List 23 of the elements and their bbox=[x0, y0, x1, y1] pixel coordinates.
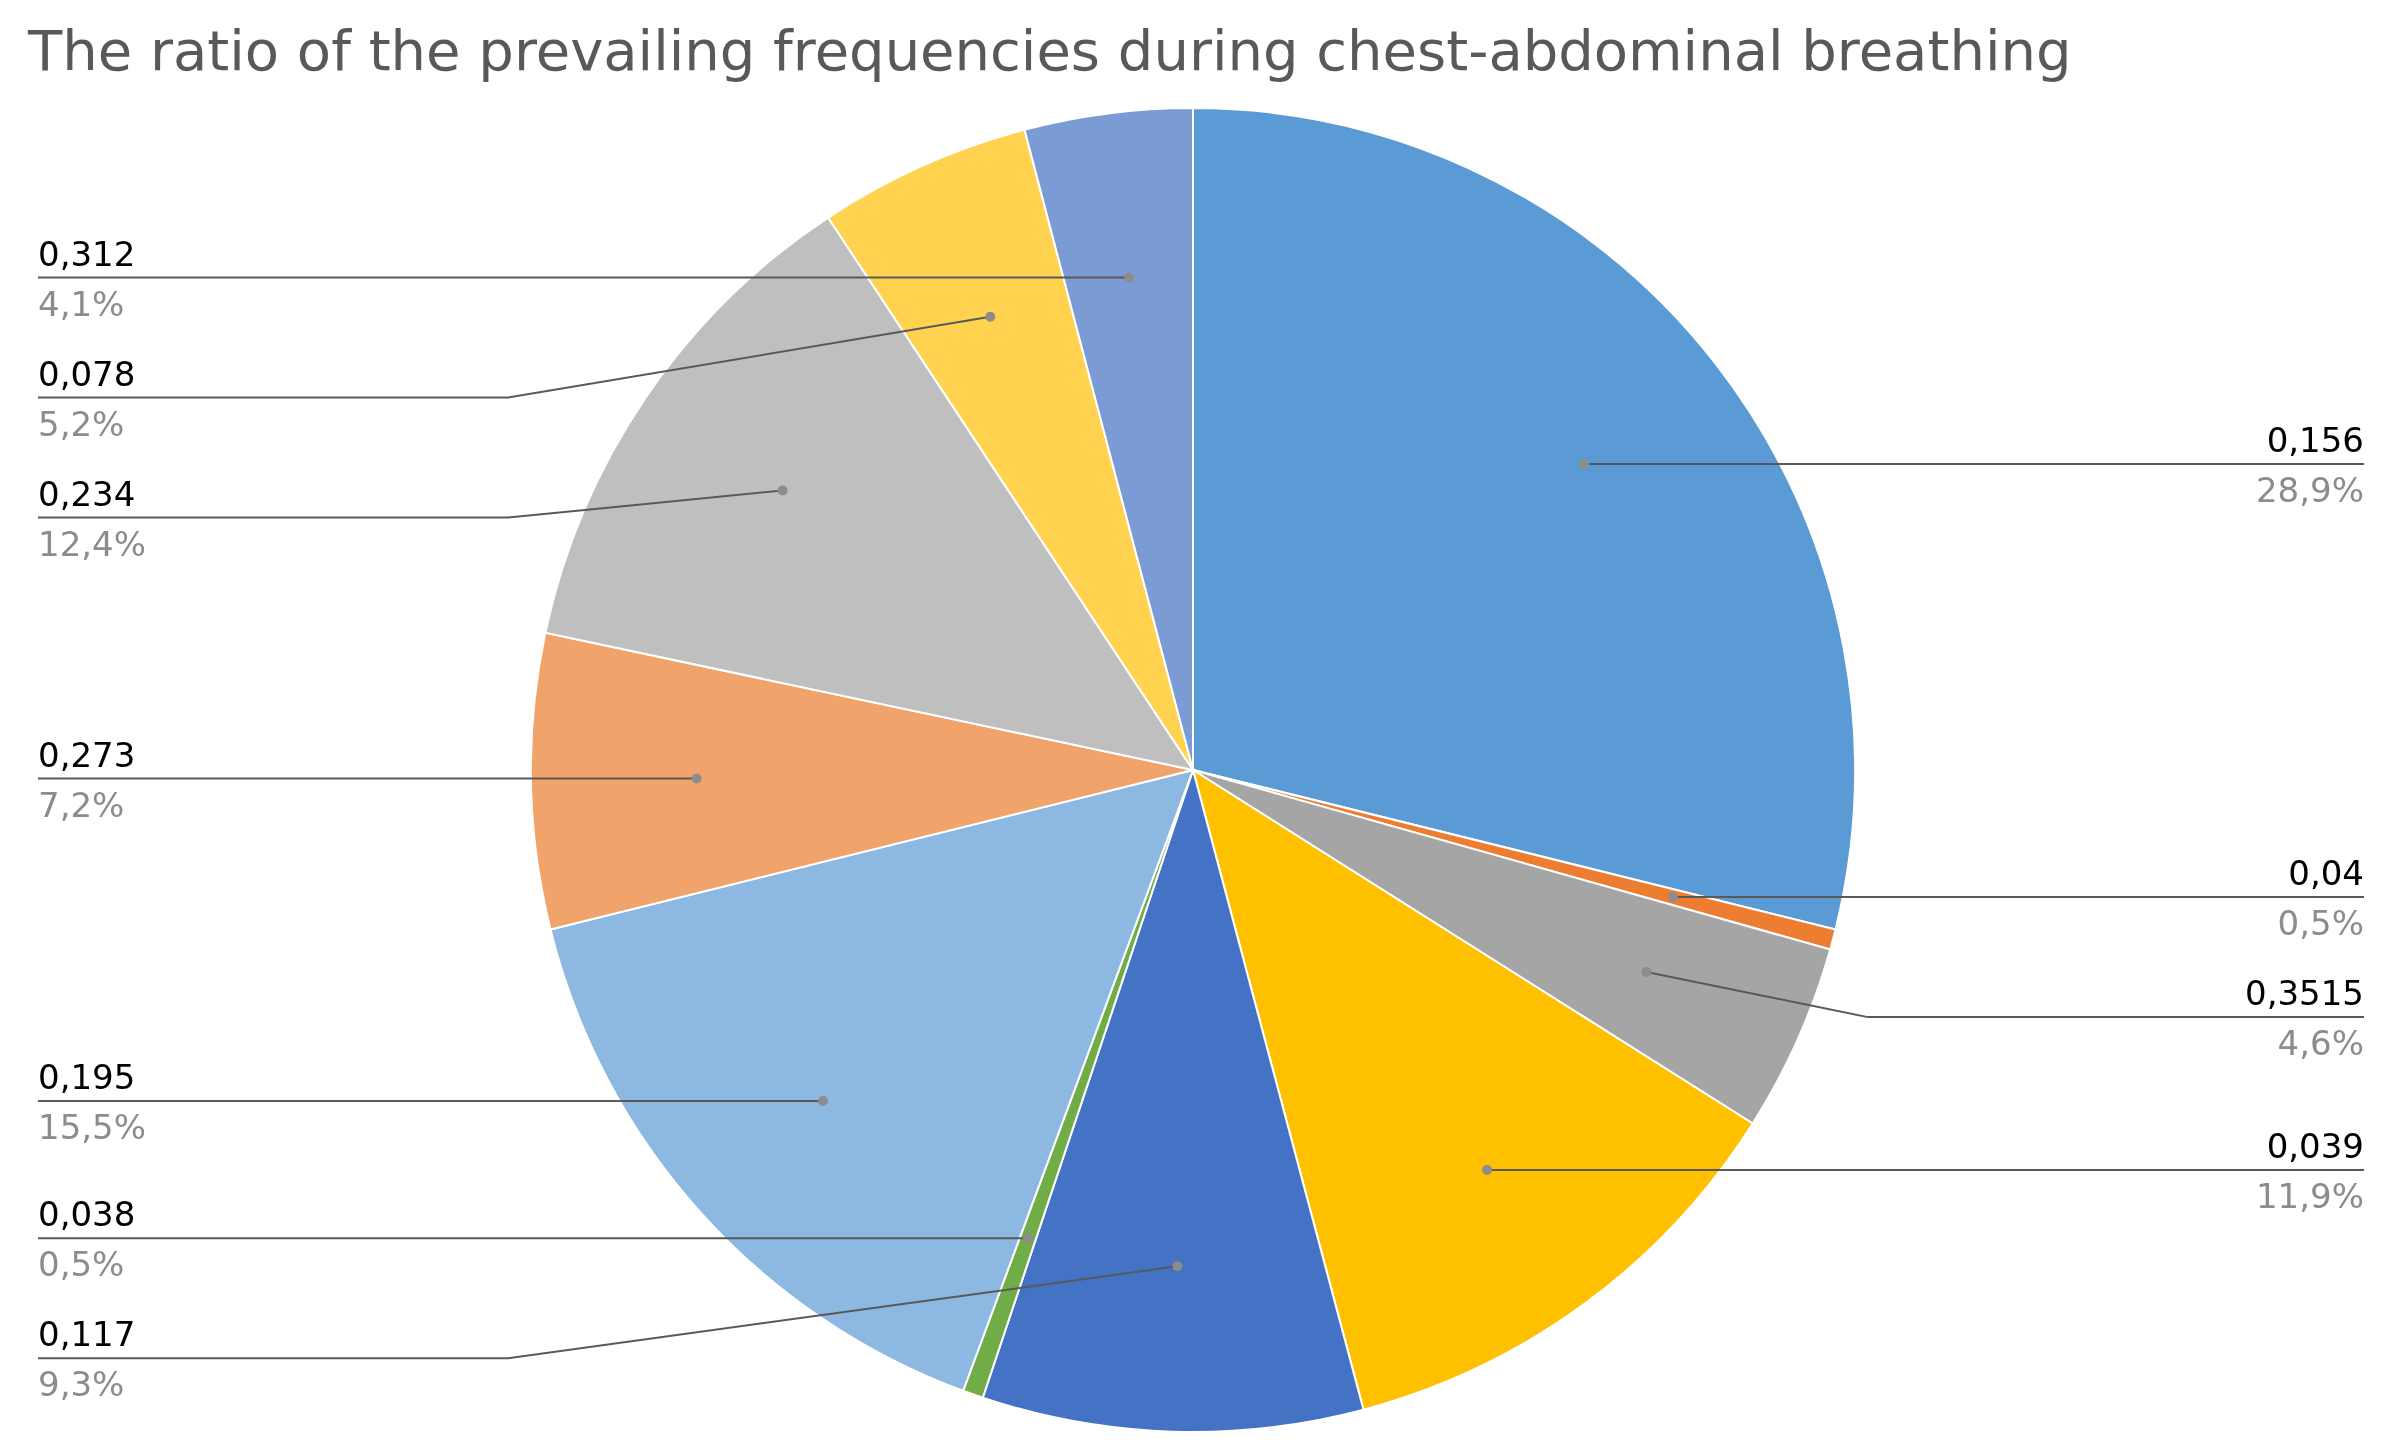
slice-label: 0,156 bbox=[2266, 420, 2364, 461]
data-label: 4,1% bbox=[38, 283, 125, 324]
data-label: 0,5% bbox=[2277, 903, 2364, 944]
slice-label: 0,273 bbox=[38, 734, 136, 775]
data-label: 15,5% bbox=[38, 1106, 147, 1147]
slice-label: 0,312 bbox=[38, 233, 136, 274]
data-label: 28,9% bbox=[2255, 470, 2364, 511]
chart-title: The ratio of the prevailing frequencies during chest-abdominal breathing bbox=[27, 18, 2072, 83]
data-label: 4,6% bbox=[2277, 1023, 2364, 1064]
slice-label: 0,038 bbox=[38, 1194, 136, 1235]
data-label: 7,2% bbox=[38, 784, 125, 825]
data-label: 12,4% bbox=[38, 523, 147, 564]
data-label: 0,5% bbox=[38, 1244, 125, 1285]
slice-label: 0,3515 bbox=[2245, 973, 2364, 1014]
slice-label: 0,234 bbox=[38, 473, 136, 514]
slice-label: 0,195 bbox=[38, 1056, 136, 1097]
slice-label: 0,078 bbox=[38, 353, 136, 394]
data-label: 5,2% bbox=[38, 403, 125, 444]
slice-label: 0,117 bbox=[38, 1314, 136, 1355]
slice-label: 0,04 bbox=[2288, 853, 2364, 894]
data-label: 11,9% bbox=[2255, 1176, 2364, 1217]
slice-label: 0,039 bbox=[2266, 1126, 2364, 1167]
data-label: 9,3% bbox=[38, 1364, 125, 1405]
